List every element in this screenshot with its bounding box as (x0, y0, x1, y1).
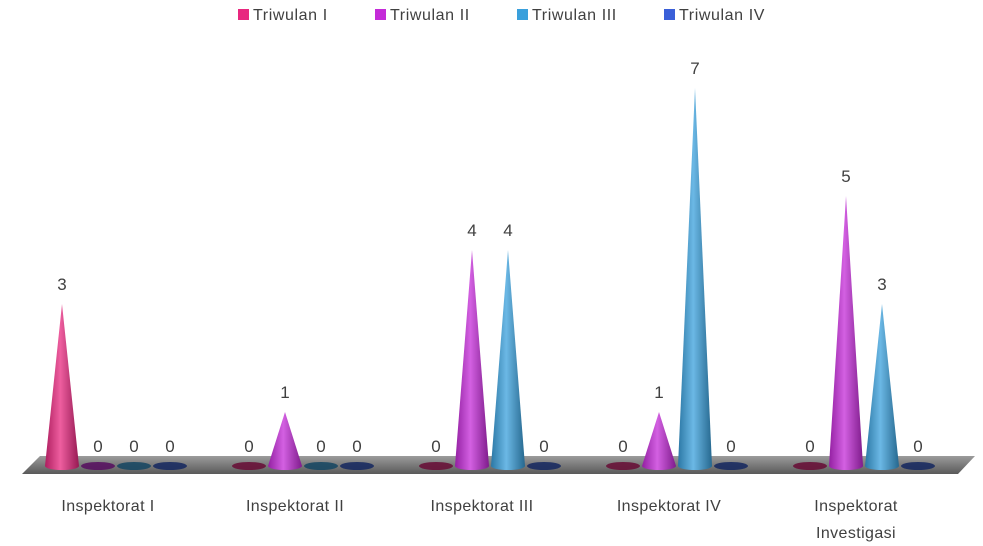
data-label: 0 (726, 437, 735, 456)
data-label: 0 (539, 437, 548, 456)
bar-cone (45, 304, 79, 470)
bar-zero-base (117, 462, 151, 470)
legend-label: Triwulan I (253, 7, 328, 24)
legend-label: Triwulan II (390, 7, 470, 24)
bar-cone (455, 250, 489, 470)
data-label: 0 (805, 437, 814, 456)
category-axis: Inspektorat I Inspektorat II Inspektorat I… (61, 498, 898, 542)
legend-swatch (238, 9, 249, 20)
legend-item: Triwulan I (238, 7, 328, 24)
bar-zero-base (81, 462, 115, 470)
data-label: 1 (280, 383, 289, 402)
data-label: 0 (913, 437, 922, 456)
legend-item: Triwulan III (517, 7, 617, 24)
bar-zero-base (419, 462, 453, 470)
data-label: 0 (352, 437, 361, 456)
bar-zero-base (714, 462, 748, 470)
legend-swatch (664, 9, 675, 20)
category-tick-label: Inspektorat IV (617, 498, 721, 515)
bar-zero-base (793, 462, 827, 470)
bar-cone (678, 88, 712, 470)
legend: Triwulan I Triwulan II Triwulan III Triwula… (238, 7, 765, 24)
category-tick-label: Inspektorat I (61, 498, 154, 515)
bar-cone (829, 196, 863, 470)
data-label: 0 (93, 437, 102, 456)
data-label: 0 (618, 437, 627, 456)
bar-zero-base (232, 462, 266, 470)
data-label: 3 (877, 275, 886, 294)
category-tick-label: Inspektorat III (431, 498, 534, 515)
bar-zero-base (901, 462, 935, 470)
bar-zero-base (606, 462, 640, 470)
data-label: 0 (244, 437, 253, 456)
chart-bars (45, 88, 935, 470)
legend-swatch (517, 9, 528, 20)
legend-label: Triwulan IV (679, 7, 765, 24)
data-label: 0 (316, 437, 325, 456)
bar-zero-base (304, 462, 338, 470)
bar-zero-base (340, 462, 374, 470)
data-label: 0 (431, 437, 440, 456)
data-label: 4 (467, 221, 476, 240)
legend-item: Triwulan IV (664, 7, 765, 24)
legend-swatch (375, 9, 386, 20)
bar-cone (865, 304, 899, 470)
data-label: 1 (654, 383, 663, 402)
bar-cone (268, 412, 302, 470)
data-labels: 3 0 0 0 0 1 0 0 0 4 4 0 0 1 7 0 0 5 3 0 (57, 59, 922, 456)
bar-zero-base (153, 462, 187, 470)
data-label: 0 (165, 437, 174, 456)
bar-cone (491, 250, 525, 470)
category-tick-label: Inspektorat Investigasi (814, 498, 898, 542)
data-label: 7 (690, 59, 699, 78)
data-label: 0 (129, 437, 138, 456)
category-tick-label: Inspektorat II (246, 498, 344, 515)
legend-label: Triwulan III (532, 7, 617, 24)
data-label: 3 (57, 275, 66, 294)
bar-zero-base (527, 462, 561, 470)
data-label: 4 (503, 221, 512, 240)
legend-item: Triwulan II (375, 7, 470, 24)
bar-cone (642, 412, 676, 470)
data-label: 5 (841, 167, 850, 186)
